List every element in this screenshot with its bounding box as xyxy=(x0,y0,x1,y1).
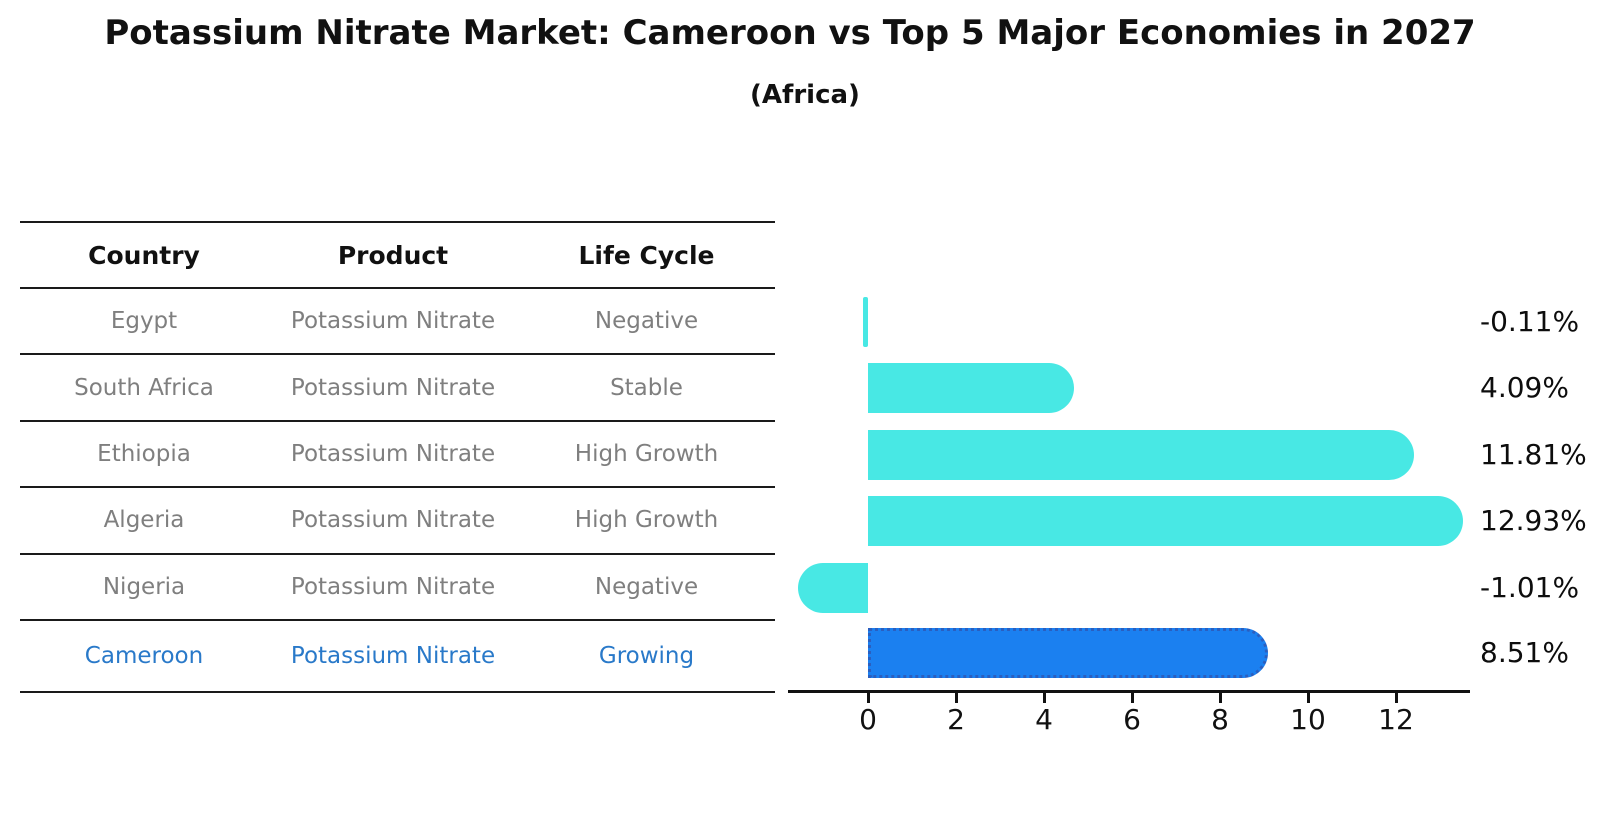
x-axis-tick-label: 8 xyxy=(1211,703,1229,736)
column-header-life-cycle: Life Cycle xyxy=(578,240,715,270)
bar-ethiopia xyxy=(868,430,1414,480)
x-axis-tick-label: 6 xyxy=(1123,703,1141,736)
bar-value-label: 12.93% xyxy=(1480,504,1587,537)
x-axis-tick xyxy=(1130,693,1134,703)
x-axis-tick-label: 12 xyxy=(1378,703,1414,736)
bar-nigeria xyxy=(797,563,868,613)
product-cell: Potassium Nitrate xyxy=(290,507,496,534)
life-cycle-cell: Negative xyxy=(594,308,699,335)
table-row: Egypt Potassium Nitrate Negative xyxy=(20,289,775,356)
bar-value-label: 8.51% xyxy=(1480,636,1569,669)
x-axis-tick xyxy=(866,693,870,703)
x-axis-tick-label: 0 xyxy=(859,703,877,736)
country-cell: Cameroon xyxy=(84,642,204,669)
product-cell: Potassium Nitrate xyxy=(290,642,496,669)
chart-subtitle: (Africa) xyxy=(750,80,860,110)
country-cell: Ethiopia xyxy=(97,440,191,467)
table-row-highlighted: Cameroon Potassium Nitrate Growing xyxy=(20,621,775,693)
x-axis-tick-label: 10 xyxy=(1290,703,1326,736)
product-cell: Potassium Nitrate xyxy=(290,573,496,600)
x-axis-tick xyxy=(1218,693,1222,703)
column-header-country: Country xyxy=(88,240,200,270)
column-header-product: Product xyxy=(337,240,449,270)
product-cell: Potassium Nitrate xyxy=(290,308,496,335)
table-row: Ethiopia Potassium Nitrate High Growth xyxy=(20,422,775,489)
country-cell: Nigeria xyxy=(102,573,186,600)
x-axis-tick xyxy=(954,693,958,703)
country-cell: Algeria xyxy=(103,507,185,534)
x-axis-tick-label: 4 xyxy=(1035,703,1053,736)
table-row: South Africa Potassium Nitrate Stable xyxy=(20,355,775,422)
bar-south-africa xyxy=(868,363,1074,413)
life-cycle-cell: Negative xyxy=(594,573,699,600)
table-row: Algeria Potassium Nitrate High Growth xyxy=(20,488,775,555)
bar-value-label: -1.01% xyxy=(1480,571,1580,604)
life-cycle-cell: High Growth xyxy=(574,440,719,467)
country-cell: South Africa xyxy=(74,374,214,401)
table-row: Nigeria Potassium Nitrate Negative xyxy=(20,555,775,621)
x-axis-tick xyxy=(1042,693,1046,703)
bar-cameroon xyxy=(868,628,1269,678)
bar-algeria xyxy=(868,496,1463,546)
life-cycle-cell: Growing xyxy=(598,642,695,669)
bar-value-label: -0.11% xyxy=(1480,305,1580,338)
life-cycle-cell: Stable xyxy=(610,374,683,401)
bar-value-label: 11.81% xyxy=(1480,438,1587,471)
chart-title: Potassium Nitrate Market: Cameroon vs To… xyxy=(104,13,1476,53)
bar-egypt xyxy=(863,297,868,347)
life-cycle-cell: High Growth xyxy=(574,507,719,534)
table-header-row: Country Product Life Cycle xyxy=(20,223,775,289)
product-cell: Potassium Nitrate xyxy=(290,440,496,467)
x-axis-tick xyxy=(1306,693,1310,703)
bar-value-label: 4.09% xyxy=(1480,371,1569,404)
country-cell: Egypt xyxy=(110,308,178,335)
x-axis-tick xyxy=(1394,693,1398,703)
product-cell: Potassium Nitrate xyxy=(290,374,496,401)
country-table: Country Product Life Cycle Egypt Potassi… xyxy=(20,221,775,693)
x-axis-tick-label: 2 xyxy=(947,703,965,736)
x-axis-line xyxy=(788,690,1470,693)
